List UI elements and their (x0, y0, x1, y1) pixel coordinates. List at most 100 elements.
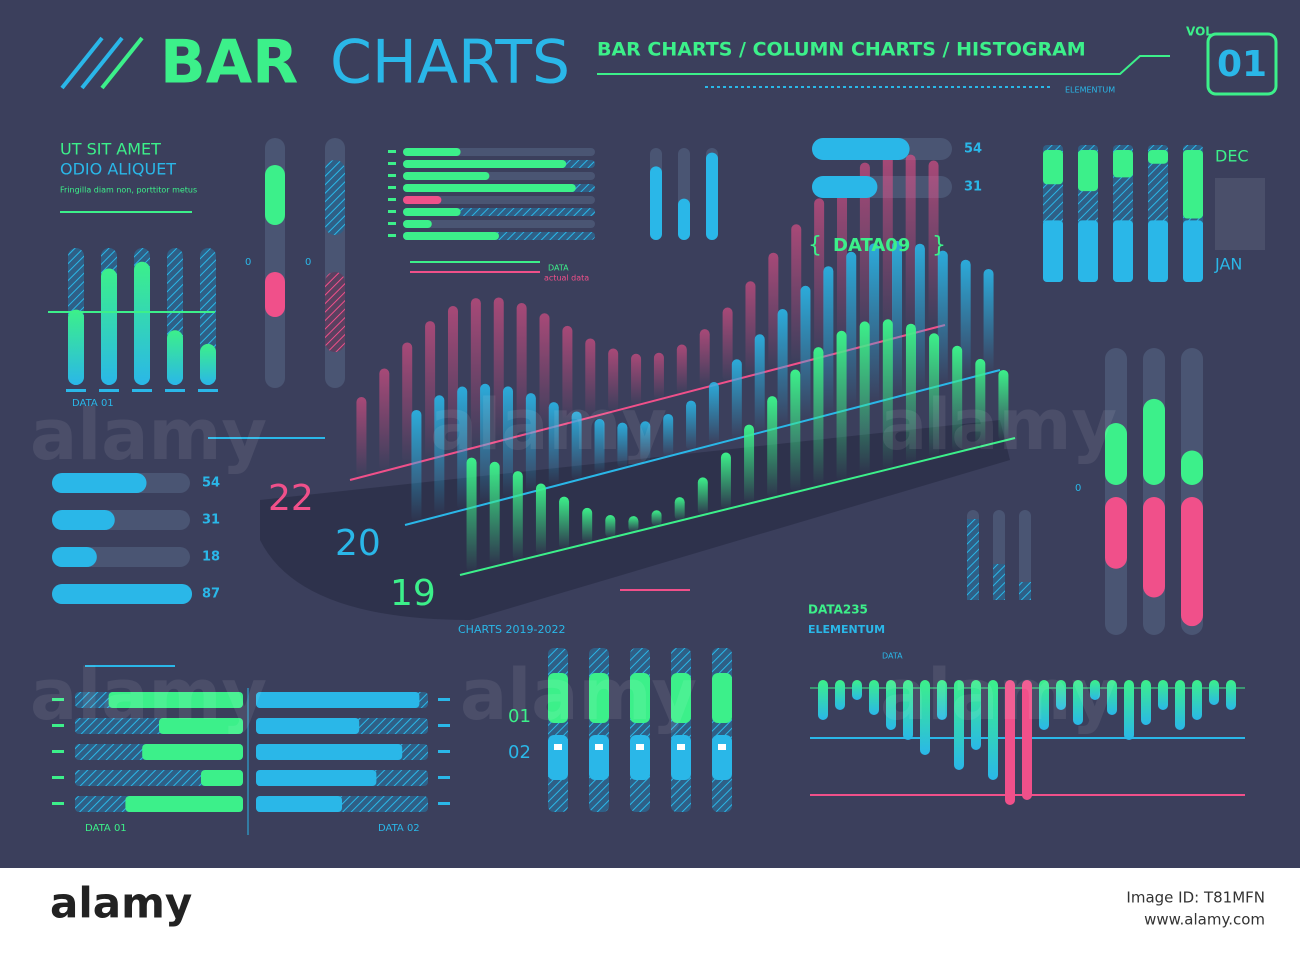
data-label: DATA09 (833, 235, 910, 256)
hbars-label: DATA (548, 264, 569, 273)
column (571, 411, 582, 481)
dash (52, 724, 64, 727)
column (686, 400, 697, 451)
hbars-sublabel: actual data (544, 274, 589, 283)
histogram-bar (988, 680, 998, 780)
dash (438, 724, 450, 727)
column (983, 268, 994, 373)
bar (1181, 497, 1203, 627)
column (676, 344, 687, 394)
slider-label: 0 (305, 257, 311, 268)
bar (325, 272, 345, 352)
column (892, 240, 903, 397)
bar (1148, 150, 1168, 164)
column (674, 497, 685, 521)
track (712, 648, 732, 812)
column (708, 381, 719, 445)
bar (1143, 497, 1165, 598)
progress-bar (52, 584, 193, 604)
column (356, 397, 367, 478)
column (608, 348, 619, 412)
column (929, 333, 940, 458)
histogram-bar (1141, 680, 1151, 725)
bar (403, 160, 567, 168)
dash (388, 198, 396, 201)
vol-box (1206, 32, 1278, 96)
month: DEC (1215, 147, 1249, 166)
column (699, 329, 710, 388)
column (457, 386, 468, 511)
dash (52, 776, 64, 779)
column (859, 321, 870, 476)
column (905, 154, 916, 334)
column (744, 424, 755, 504)
bar (589, 735, 609, 780)
bar (265, 165, 285, 225)
column (379, 368, 390, 472)
column (559, 496, 570, 550)
column (582, 507, 593, 544)
histogram-bar (1005, 680, 1015, 805)
column (502, 386, 513, 499)
progress-value: 54 (202, 476, 220, 491)
column (489, 461, 500, 567)
caption: CHARTS 2019-2022 (458, 623, 565, 636)
tick (132, 389, 152, 392)
bar (650, 166, 662, 240)
dash (438, 750, 450, 753)
footer (0, 868, 1300, 956)
dash (388, 150, 396, 153)
bar (68, 309, 84, 385)
column (768, 252, 779, 370)
column-label: 01 (508, 706, 531, 727)
bar (1148, 220, 1168, 282)
bar (1105, 423, 1127, 485)
histogram-bar (954, 680, 964, 770)
bar (134, 261, 150, 385)
tick (165, 389, 185, 392)
bar (1043, 220, 1063, 282)
column (525, 393, 536, 493)
column (466, 457, 477, 573)
bar (256, 692, 420, 708)
histogram-bar (869, 680, 879, 715)
column (869, 243, 880, 403)
column (720, 452, 731, 510)
column (480, 383, 491, 505)
logo: alamy (50, 879, 192, 928)
bar (159, 718, 243, 734)
bar (256, 796, 342, 812)
column (837, 177, 848, 352)
progress-bar (812, 138, 910, 160)
site: www.alamy.com (1144, 911, 1265, 929)
intro-line: UT SIT AMET (60, 140, 161, 159)
vol: VOL. (1186, 25, 1217, 39)
histogram-bar (1124, 680, 1134, 740)
bar (1078, 150, 1098, 192)
bar (167, 330, 183, 385)
column (790, 369, 801, 493)
progress-value: 31 (964, 180, 982, 195)
column (411, 409, 422, 523)
histogram-bar (1209, 680, 1219, 705)
column (813, 347, 824, 487)
rule (597, 55, 1170, 75)
histogram-bar (1056, 680, 1066, 710)
bar (265, 272, 285, 317)
bar (1143, 398, 1165, 485)
watermark: alamy (430, 384, 667, 466)
bar (125, 796, 243, 812)
title-b: CHARTS (330, 28, 570, 98)
column (767, 396, 778, 498)
column (402, 342, 413, 466)
bar (101, 268, 117, 385)
dash (388, 210, 396, 213)
dash (438, 776, 450, 779)
progress-bar (52, 473, 147, 493)
marker (718, 744, 726, 750)
column (859, 162, 870, 346)
dash (438, 802, 450, 805)
bar (403, 172, 490, 180)
bar (630, 673, 650, 723)
column (539, 313, 550, 430)
